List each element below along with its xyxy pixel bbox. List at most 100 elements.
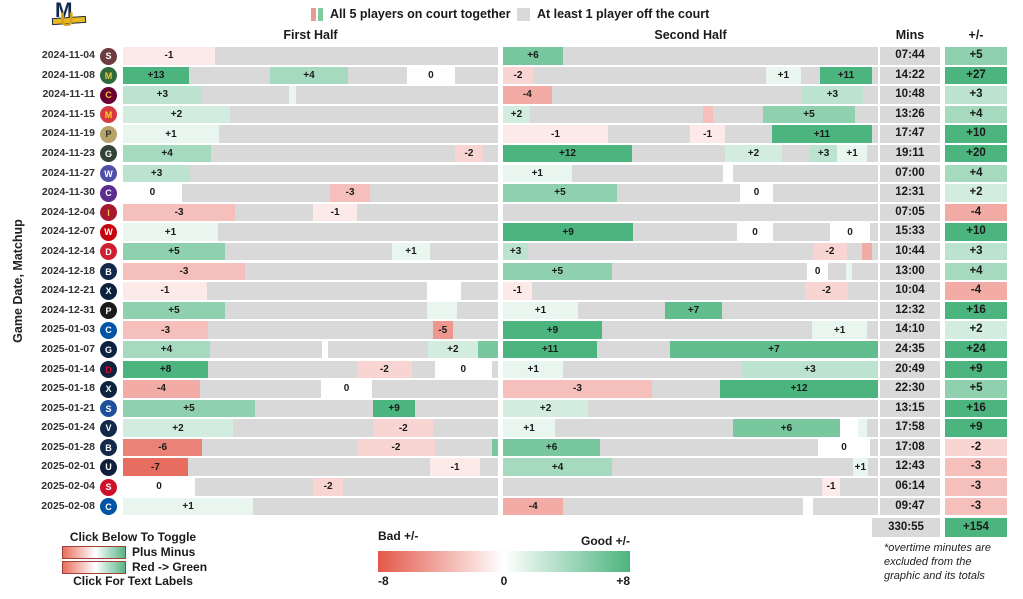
lineup-stint-segment[interactable]: -1 xyxy=(822,478,841,496)
lineup-stint-segment[interactable] xyxy=(321,340,328,359)
off-court-stint[interactable] xyxy=(411,360,435,378)
first-half-track[interactable]: -3 -1 xyxy=(123,203,498,222)
lineup-stint-segment[interactable]: +2 xyxy=(725,144,782,163)
off-court-stint[interactable] xyxy=(232,419,374,437)
first-half-track[interactable]: -7 -1 xyxy=(123,458,498,476)
off-court-stint[interactable] xyxy=(840,478,878,496)
off-court-stint[interactable] xyxy=(633,223,737,241)
off-court-stint[interactable] xyxy=(855,105,878,124)
lineup-stint-segment[interactable]: -3 xyxy=(123,262,245,281)
lineup-stint-segment[interactable] xyxy=(858,419,868,437)
second-half-track[interactable]: -1 xyxy=(503,478,878,496)
off-court-stint[interactable] xyxy=(773,223,830,241)
off-court-stint[interactable] xyxy=(563,47,878,65)
lineup-stint-segment[interactable]: -2 xyxy=(373,419,434,437)
lineup-stint-segment[interactable] xyxy=(846,262,852,281)
lineup-stint-segment[interactable]: -6 xyxy=(123,438,203,457)
off-court-stint[interactable] xyxy=(867,458,878,476)
lineup-stint-segment[interactable]: 0 xyxy=(123,478,195,496)
second-half-track[interactable]: +12 +2 +3 +1 xyxy=(503,144,878,163)
off-court-stint[interactable] xyxy=(872,242,878,261)
lineup-stint-segment[interactable]: +11 xyxy=(503,340,598,359)
off-court-stint[interactable] xyxy=(600,438,818,457)
lineup-stint-segment[interactable]: -5 xyxy=(432,321,453,339)
first-half-track[interactable]: -3 -5 xyxy=(123,321,498,339)
first-half-track[interactable]: +5 +1 xyxy=(123,242,498,261)
lineup-stint-segment[interactable]: +12 xyxy=(503,144,632,163)
lineup-stint-segment[interactable]: -1 xyxy=(503,282,532,300)
off-court-stint[interactable] xyxy=(181,184,330,202)
second-half-track[interactable]: -1 -2 xyxy=(503,282,878,300)
lineup-stint-segment[interactable]: +1 xyxy=(123,497,254,516)
off-court-stint[interactable] xyxy=(187,458,431,476)
off-court-stint[interactable] xyxy=(870,438,878,457)
off-court-stint[interactable] xyxy=(244,262,498,281)
lineup-stint-segment[interactable]: +3 xyxy=(810,144,838,163)
lineup-stint-segment[interactable]: -1 xyxy=(123,47,215,65)
second-half-track[interactable]: -2 +1 +11 xyxy=(503,66,878,85)
off-court-stint[interactable] xyxy=(357,203,498,222)
second-half-track[interactable]: +1 +6 xyxy=(503,419,878,437)
off-court-stint[interactable] xyxy=(189,66,270,85)
lineup-stint-segment[interactable]: 0 xyxy=(321,380,372,398)
lineup-stint-segment[interactable]: +4 xyxy=(503,458,613,476)
toggle-plus-minus-button[interactable]: Plus Minus xyxy=(62,546,208,560)
lineup-stint-segment[interactable]: +1 xyxy=(852,458,868,476)
lineup-stint-segment[interactable]: -7 xyxy=(123,458,188,476)
off-court-stint[interactable] xyxy=(531,282,805,300)
off-court-stint[interactable] xyxy=(588,399,878,418)
lineup-stint-segment[interactable]: 0 xyxy=(737,223,773,241)
off-court-stint[interactable] xyxy=(611,262,808,281)
off-court-stint[interactable] xyxy=(563,497,803,516)
lineup-stint-segment[interactable]: -2 xyxy=(804,282,848,300)
first-half-track[interactable]: -3 xyxy=(123,262,498,281)
off-court-stint[interactable] xyxy=(617,184,740,202)
lineup-stint-segment[interactable]: -1 xyxy=(690,125,725,143)
second-half-track[interactable]: +5 0 xyxy=(503,184,878,202)
lineup-stint-segment[interactable]: +2 xyxy=(503,105,530,124)
off-court-stint[interactable] xyxy=(713,105,763,124)
lineup-stint-segment[interactable]: 0 xyxy=(406,66,455,85)
off-court-stint[interactable] xyxy=(433,419,498,437)
off-court-stint[interactable] xyxy=(327,340,428,359)
lineup-stint-segment[interactable] xyxy=(426,301,457,320)
off-court-stint[interactable] xyxy=(651,380,721,398)
lineup-stint-segment[interactable]: 0 xyxy=(434,360,492,378)
off-court-stint[interactable] xyxy=(217,223,498,241)
second-half-track[interactable]: -4 +3 xyxy=(503,86,878,104)
lineup-stint-segment[interactable]: +3 xyxy=(503,242,529,261)
first-half-track[interactable]: +3 xyxy=(123,86,498,104)
first-half-track[interactable]: -1 xyxy=(123,282,498,300)
off-court-stint[interactable] xyxy=(551,86,802,104)
off-court-stint[interactable] xyxy=(848,282,878,300)
first-half-track[interactable]: +13 +4 0 xyxy=(123,66,498,85)
lineup-stint-segment[interactable]: +5 xyxy=(762,105,856,124)
off-court-stint[interactable] xyxy=(555,419,733,437)
lineup-stint-segment[interactable]: +2 xyxy=(503,399,589,418)
second-half-track[interactable]: -4 xyxy=(503,497,878,516)
lineup-stint-segment[interactable] xyxy=(288,86,296,104)
first-half-track[interactable]: +5 +9 xyxy=(123,399,498,418)
off-court-stint[interactable] xyxy=(295,86,498,104)
lineup-stint-segment[interactable]: +9 xyxy=(503,321,602,339)
lineup-stint-segment[interactable]: -3 xyxy=(123,203,236,222)
off-court-stint[interactable] xyxy=(430,242,498,261)
off-court-stint[interactable] xyxy=(202,438,357,457)
off-court-stint[interactable] xyxy=(503,478,823,496)
off-court-stint[interactable] xyxy=(255,399,374,418)
lineup-stint-segment[interactable]: +3 xyxy=(801,86,863,104)
lineup-stint-segment[interactable]: -2 xyxy=(454,144,483,163)
off-court-stint[interactable] xyxy=(782,144,811,163)
second-half-track[interactable]: +4 +1 xyxy=(503,458,878,476)
lineup-stint-segment[interactable]: -2 xyxy=(503,66,533,85)
second-half-track[interactable]: +5 0 xyxy=(503,262,878,281)
lineup-stint-segment[interactable]: +1 xyxy=(123,125,219,143)
lineup-stint-segment[interactable]: +1 xyxy=(123,223,218,241)
off-court-stint[interactable] xyxy=(571,164,724,183)
second-half-track[interactable]: +1 +7 xyxy=(503,301,878,320)
off-court-stint[interactable] xyxy=(208,360,357,378)
lineup-stint-segment[interactable]: -3 xyxy=(123,321,209,339)
off-court-stint[interactable] xyxy=(235,203,314,222)
lineup-stint-segment[interactable]: +1 xyxy=(503,301,578,320)
off-court-stint[interactable] xyxy=(208,321,433,339)
